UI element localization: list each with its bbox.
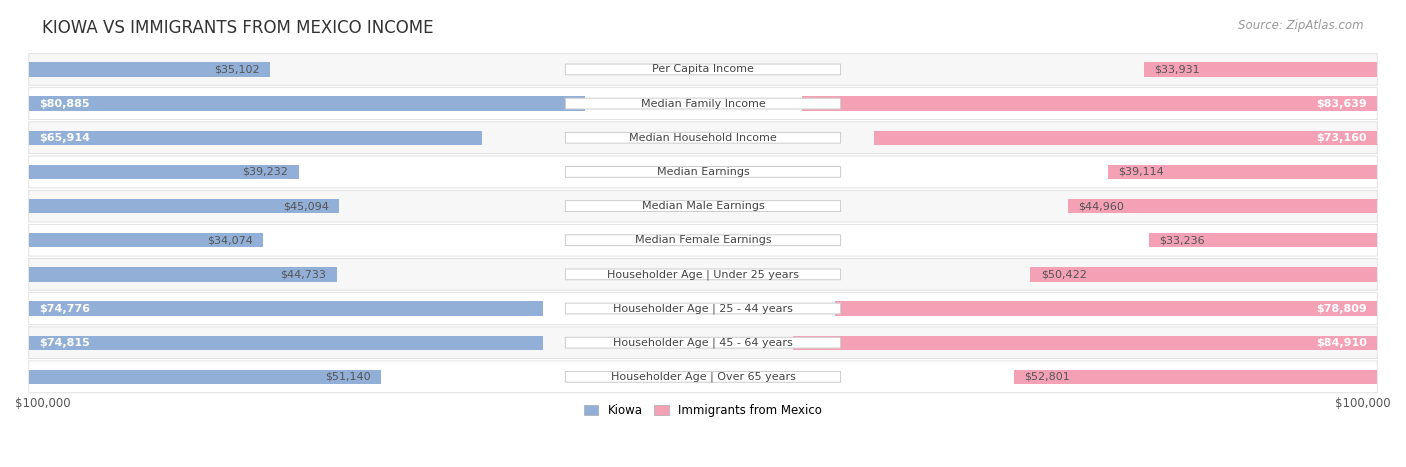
- FancyBboxPatch shape: [28, 62, 270, 77]
- FancyBboxPatch shape: [28, 259, 1378, 290]
- Text: $33,931: $33,931: [1154, 64, 1199, 74]
- Text: Median Household Income: Median Household Income: [628, 133, 778, 143]
- Text: $33,236: $33,236: [1159, 235, 1205, 245]
- FancyBboxPatch shape: [565, 64, 841, 75]
- Text: $50,422: $50,422: [1040, 269, 1087, 279]
- Text: Median Earnings: Median Earnings: [657, 167, 749, 177]
- Text: Median Family Income: Median Family Income: [641, 99, 765, 109]
- Text: Householder Age | 25 - 44 years: Householder Age | 25 - 44 years: [613, 303, 793, 314]
- FancyBboxPatch shape: [28, 293, 1378, 325]
- FancyBboxPatch shape: [28, 327, 1378, 359]
- Text: $83,639: $83,639: [1316, 99, 1367, 109]
- Text: Per Capita Income: Per Capita Income: [652, 64, 754, 74]
- FancyBboxPatch shape: [1149, 233, 1378, 248]
- FancyBboxPatch shape: [28, 156, 1378, 188]
- Text: $34,074: $34,074: [207, 235, 253, 245]
- FancyBboxPatch shape: [28, 301, 543, 316]
- FancyBboxPatch shape: [28, 88, 1378, 120]
- FancyBboxPatch shape: [28, 267, 336, 282]
- Text: $39,232: $39,232: [242, 167, 288, 177]
- Text: Median Female Earnings: Median Female Earnings: [634, 235, 772, 245]
- FancyBboxPatch shape: [565, 235, 841, 246]
- FancyBboxPatch shape: [793, 335, 1378, 350]
- FancyBboxPatch shape: [875, 131, 1378, 145]
- FancyBboxPatch shape: [1144, 62, 1378, 77]
- FancyBboxPatch shape: [1069, 199, 1378, 213]
- FancyBboxPatch shape: [28, 122, 1378, 154]
- FancyBboxPatch shape: [28, 233, 263, 248]
- Text: Source: ZipAtlas.com: Source: ZipAtlas.com: [1239, 19, 1364, 32]
- Text: Householder Age | Under 25 years: Householder Age | Under 25 years: [607, 269, 799, 280]
- Text: $65,914: $65,914: [39, 133, 90, 143]
- Text: $52,801: $52,801: [1025, 372, 1070, 382]
- FancyBboxPatch shape: [28, 335, 544, 350]
- FancyBboxPatch shape: [28, 199, 339, 213]
- FancyBboxPatch shape: [835, 301, 1378, 316]
- FancyBboxPatch shape: [1108, 165, 1378, 179]
- FancyBboxPatch shape: [565, 269, 841, 280]
- FancyBboxPatch shape: [565, 303, 841, 314]
- FancyBboxPatch shape: [565, 337, 841, 348]
- FancyBboxPatch shape: [565, 167, 841, 177]
- Text: $74,815: $74,815: [39, 338, 90, 348]
- FancyBboxPatch shape: [565, 132, 841, 143]
- Text: $80,885: $80,885: [39, 99, 90, 109]
- Text: $100,000: $100,000: [1336, 396, 1391, 410]
- FancyBboxPatch shape: [28, 370, 381, 384]
- Text: $39,114: $39,114: [1118, 167, 1164, 177]
- Text: $44,733: $44,733: [280, 269, 326, 279]
- FancyBboxPatch shape: [28, 361, 1378, 393]
- Text: $35,102: $35,102: [214, 64, 260, 74]
- FancyBboxPatch shape: [801, 96, 1378, 111]
- FancyBboxPatch shape: [565, 98, 841, 109]
- FancyBboxPatch shape: [28, 96, 585, 111]
- Text: $45,094: $45,094: [283, 201, 329, 211]
- FancyBboxPatch shape: [1014, 370, 1378, 384]
- FancyBboxPatch shape: [28, 54, 1378, 85]
- Text: Householder Age | Over 65 years: Householder Age | Over 65 years: [610, 372, 796, 382]
- FancyBboxPatch shape: [28, 224, 1378, 256]
- Text: $100,000: $100,000: [15, 396, 70, 410]
- Text: $44,960: $44,960: [1078, 201, 1125, 211]
- FancyBboxPatch shape: [28, 165, 298, 179]
- Text: Householder Age | 45 - 64 years: Householder Age | 45 - 64 years: [613, 338, 793, 348]
- Text: $73,160: $73,160: [1316, 133, 1367, 143]
- Text: KIOWA VS IMMIGRANTS FROM MEXICO INCOME: KIOWA VS IMMIGRANTS FROM MEXICO INCOME: [42, 19, 433, 37]
- Text: $84,910: $84,910: [1316, 338, 1367, 348]
- Text: Median Male Earnings: Median Male Earnings: [641, 201, 765, 211]
- Legend: Kiowa, Immigrants from Mexico: Kiowa, Immigrants from Mexico: [579, 400, 827, 422]
- FancyBboxPatch shape: [28, 131, 482, 145]
- Text: $74,776: $74,776: [39, 304, 90, 313]
- Text: $78,809: $78,809: [1316, 304, 1367, 313]
- Text: $51,140: $51,140: [325, 372, 370, 382]
- FancyBboxPatch shape: [565, 201, 841, 212]
- FancyBboxPatch shape: [1031, 267, 1378, 282]
- FancyBboxPatch shape: [565, 371, 841, 382]
- FancyBboxPatch shape: [28, 190, 1378, 222]
